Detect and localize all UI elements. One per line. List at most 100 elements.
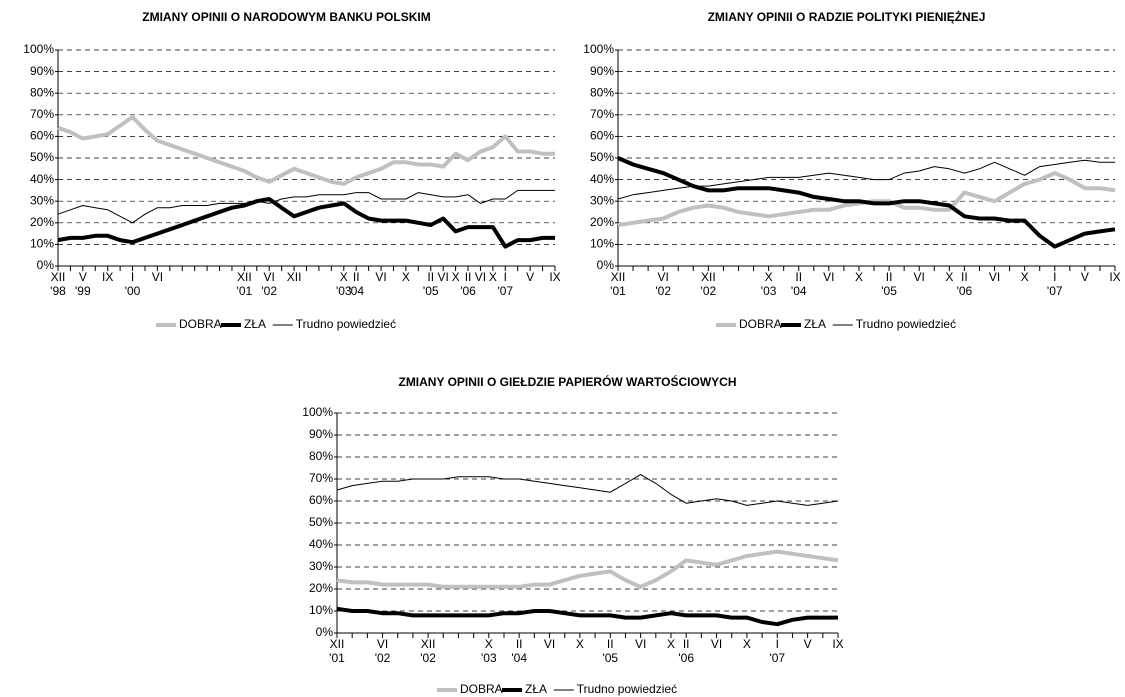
x-tick-label: X	[765, 270, 773, 284]
x-tick-label: I	[131, 270, 134, 284]
x-tick-label: XII	[237, 270, 252, 284]
x-tick-label: XII	[287, 270, 302, 284]
series-line	[57, 197, 555, 249]
x-tick-label: IX	[549, 270, 560, 284]
y-tick-label: 50%	[30, 150, 54, 164]
legend-label: Trudno powiedzieć	[577, 682, 677, 696]
x-tick-label: X	[1021, 270, 1029, 284]
x-tick-label: II	[516, 637, 523, 651]
series-line	[336, 606, 838, 627]
y-tick-label: 80%	[30, 85, 54, 99]
x-tick-label: VI	[823, 270, 834, 284]
y-tick-label: 20%	[590, 215, 614, 229]
series-line	[617, 159, 1115, 200]
y-tick-label: 30%	[309, 559, 333, 573]
x-year-label: '02	[420, 651, 436, 665]
x-year-label: '99	[75, 284, 91, 298]
x-tick-label: X	[402, 270, 410, 284]
legend-label: Trudno powiedzieć	[856, 317, 956, 331]
x-tick-label: XII	[701, 270, 716, 284]
x-year-label: '05	[423, 284, 439, 298]
y-tick-label: 10%	[30, 237, 54, 251]
series-line	[617, 171, 1116, 227]
y-tick-label: 0%	[597, 258, 615, 272]
x-year-label: '01	[237, 284, 253, 298]
x-tick-label: XII	[611, 270, 626, 284]
x-year-label: '07	[497, 284, 513, 298]
chart-title: ZMIANY OPINII O RADZIE POLITYKI PIENIĘŻN…	[708, 9, 986, 24]
x-tick-label: II	[961, 270, 968, 284]
x-tick-label: IX	[1109, 270, 1120, 284]
x-tick-label: II	[795, 270, 802, 284]
legend-label: DOBRA	[739, 317, 782, 331]
x-year-label: '02	[375, 651, 391, 665]
x-year-label: '02	[655, 284, 671, 298]
x-tick-label: VI	[264, 270, 275, 284]
y-tick-label: 60%	[590, 129, 614, 143]
chart: ZMIANY OPINII O RADZIE POLITYKI PIENIĘŻN…	[583, 9, 1120, 331]
x-year-label: '00	[125, 284, 141, 298]
x-year-label: '02	[701, 284, 717, 298]
x-tick-label: X	[340, 270, 348, 284]
x-tick-label: XII	[51, 270, 66, 284]
x-year-label: '04	[511, 651, 527, 665]
x-year-label: '04	[348, 284, 364, 298]
y-tick-label: 20%	[309, 581, 333, 595]
x-year-label: '06	[678, 651, 694, 665]
x-tick-label: VI	[658, 270, 669, 284]
y-tick-label: 0%	[316, 625, 334, 639]
x-tick-label: X	[743, 637, 751, 651]
x-tick-label: X	[945, 270, 953, 284]
x-tick-label: IX	[102, 270, 113, 284]
series-line	[57, 115, 555, 186]
x-tick-label: VI	[375, 270, 386, 284]
x-tick-label: II	[886, 270, 893, 284]
x-tick-label: I	[1053, 270, 1056, 284]
x-tick-label: II	[683, 637, 690, 651]
x-tick-label: X	[667, 637, 675, 651]
y-tick-label: 10%	[309, 603, 333, 617]
x-tick-label: II	[607, 637, 614, 651]
y-tick-label: 80%	[590, 85, 614, 99]
x-tick-label: VI	[377, 637, 388, 651]
series-line	[336, 549, 839, 589]
x-year-label: '05	[602, 651, 618, 665]
x-year-label: '03	[481, 651, 497, 665]
y-tick-label: 30%	[590, 193, 614, 207]
legend-label: Trudno powiedzieć	[296, 317, 396, 331]
y-tick-label: 40%	[590, 172, 614, 186]
y-tick-label: 50%	[309, 515, 333, 529]
y-tick-label: 70%	[30, 107, 54, 121]
x-year-label: '05	[881, 284, 897, 298]
x-year-label: '01	[329, 651, 345, 665]
x-year-label: '02	[261, 284, 277, 298]
x-tick-label: VI	[711, 637, 722, 651]
chart: ZMIANY OPINII O GIEŁDZIE PAPIERÓW WARTOŚ…	[302, 374, 843, 696]
x-tick-label: VI	[438, 270, 449, 284]
y-tick-label: 10%	[590, 237, 614, 251]
x-year-label: '06	[957, 284, 973, 298]
x-tick-label: X	[452, 270, 460, 284]
series-line	[57, 189, 555, 224]
x-tick-label: V	[79, 270, 87, 284]
x-year-label: '04	[791, 284, 807, 298]
y-tick-label: 90%	[309, 427, 333, 441]
legend-label: ZŁA	[525, 682, 547, 696]
y-tick-label: 70%	[590, 107, 614, 121]
x-tick-label: II	[465, 270, 472, 284]
x-tick-label: V	[1081, 270, 1089, 284]
x-tick-label: II	[427, 270, 434, 284]
y-tick-label: 20%	[30, 215, 54, 229]
x-tick-label: V	[526, 270, 534, 284]
y-tick-label: 60%	[30, 129, 54, 143]
y-tick-label: 70%	[309, 471, 333, 485]
y-tick-label: 100%	[302, 405, 333, 419]
y-tick-label: 90%	[590, 64, 614, 78]
x-tick-label: X	[855, 270, 863, 284]
x-year-label: '03	[336, 284, 352, 298]
x-year-label: '06	[460, 284, 476, 298]
x-tick-label: VI	[544, 637, 555, 651]
x-tick-label: I	[776, 637, 779, 651]
series-line	[617, 156, 1116, 249]
